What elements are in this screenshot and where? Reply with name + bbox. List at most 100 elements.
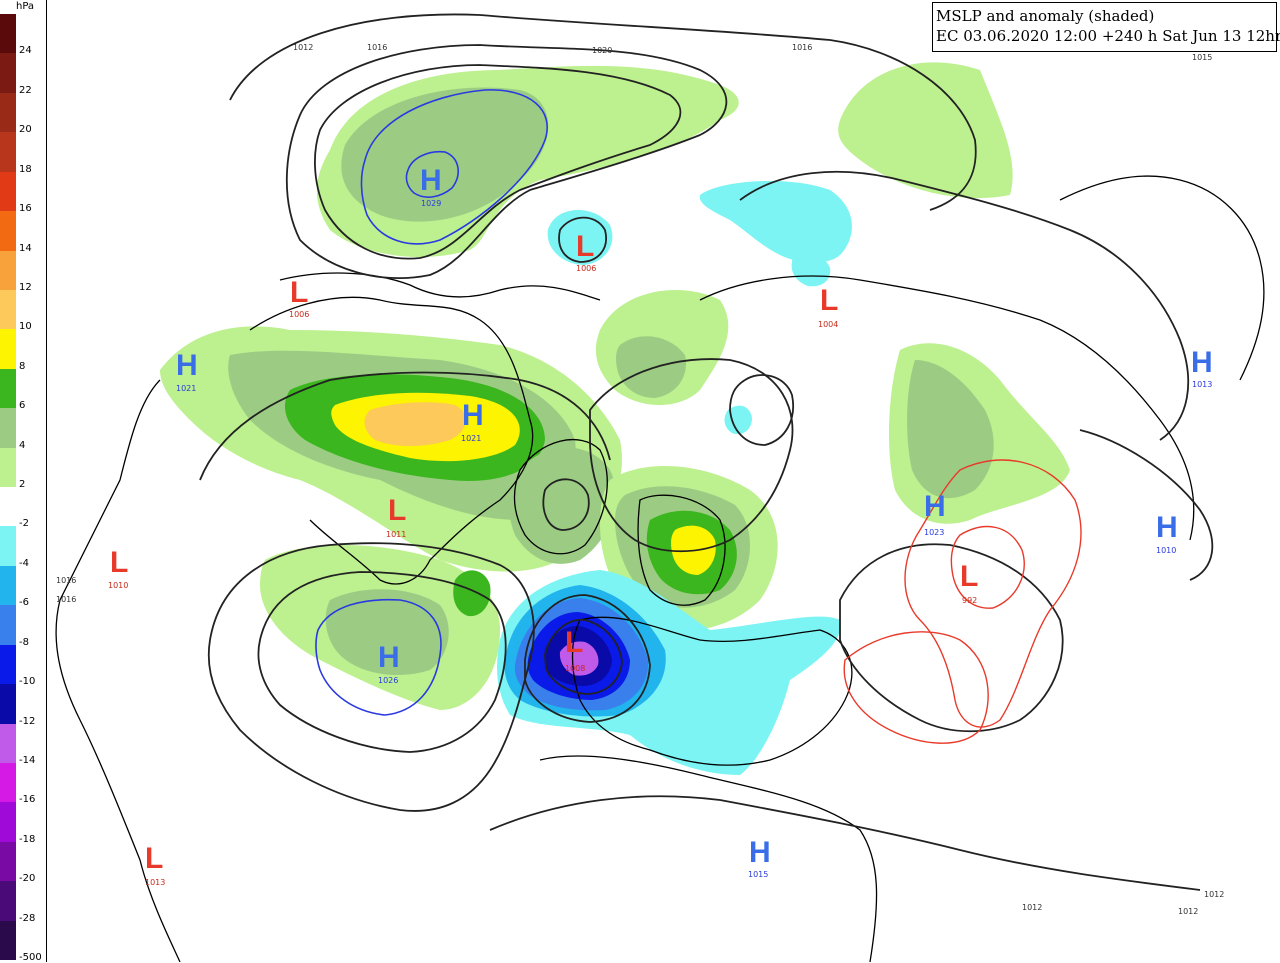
legend-swatch bbox=[0, 171, 16, 212]
pressure-centers: H 1029 L 1006 L 1006 L 1004 H 1021 H 102… bbox=[108, 164, 1213, 887]
legend-swatch bbox=[0, 802, 16, 843]
low-center-mexico: L 1010 bbox=[108, 546, 128, 590]
isobar-1024-atlantic bbox=[315, 598, 442, 716]
isobar-1032-pacific bbox=[405, 150, 459, 198]
isobar-1016-siberia bbox=[739, 170, 1190, 441]
legend-label: -16 bbox=[19, 794, 36, 806]
high-center-north-pacific-west: H 1013 bbox=[1191, 346, 1213, 389]
isobar-europe-low-1 bbox=[524, 594, 651, 723]
coastline-north-america-east bbox=[249, 296, 534, 585]
isobar-labels: 1012 1016 1020 1016 1015 1016 1016 1012 … bbox=[56, 43, 1224, 916]
isobar-label: 1012 bbox=[1204, 890, 1224, 899]
coastlines bbox=[55, 175, 1265, 962]
isobar-asia-low-3 bbox=[950, 525, 1025, 609]
center-letter: L bbox=[110, 546, 128, 579]
legend-swatch bbox=[0, 684, 16, 724]
isobar-label: 1020 bbox=[592, 46, 612, 55]
low-center-siberia: L 1004 bbox=[818, 284, 838, 329]
legend-label: -4 bbox=[19, 557, 29, 569]
legend-label: -2 bbox=[19, 518, 29, 530]
legend-swatch bbox=[0, 368, 16, 409]
isobar-1016-atlantic bbox=[207, 542, 535, 812]
legend-bar bbox=[0, 14, 16, 961]
legend-label: 10 bbox=[19, 321, 32, 333]
high-center-sahara: H 1015 bbox=[748, 836, 771, 879]
legend-label: -500 bbox=[19, 952, 42, 963]
legend-label: 16 bbox=[19, 203, 32, 215]
isobar-label: 1016 bbox=[367, 43, 387, 52]
map-title: MSLP and anomaly (shaded) bbox=[936, 7, 1155, 25]
anomaly-positive-east-siberia bbox=[838, 62, 1013, 199]
legend-swatch bbox=[0, 565, 16, 606]
center-letter: H bbox=[924, 490, 946, 523]
isobar-east-asia bbox=[1079, 429, 1214, 581]
center-value: 1026 bbox=[378, 676, 398, 685]
center-value: 1013 bbox=[145, 878, 165, 887]
center-letter: H bbox=[749, 836, 771, 869]
color-scale-legend: hPa 24 22 20 18 16 14 12 10 8 6 4 2 -2 -4 -6 -8 -10 -12 -1… bbox=[0, 0, 47, 963]
legend-label: 12 bbox=[19, 281, 32, 293]
isobar-1012-outer bbox=[229, 13, 977, 211]
coastline-asia-north bbox=[699, 275, 1195, 541]
anomaly-negative-kara-2 bbox=[791, 253, 831, 287]
isobar-bering-low bbox=[558, 216, 607, 263]
center-value: 1023 bbox=[924, 528, 944, 537]
legend-label: 18 bbox=[19, 163, 32, 175]
anomaly-shading bbox=[160, 62, 1070, 775]
low-center-central-america: L 1013 bbox=[145, 842, 165, 887]
high-center-west-coast: H 1021 bbox=[176, 349, 198, 393]
isobar-label: 1016 bbox=[56, 576, 76, 585]
center-letter: H bbox=[462, 399, 484, 432]
legend-label: 24 bbox=[19, 45, 32, 57]
isobar-label: 1012 bbox=[293, 43, 313, 52]
low-center-great-lakes: L 1011 bbox=[386, 494, 406, 539]
high-center-north-pacific: H 1029 bbox=[420, 164, 442, 208]
high-center-mongolia: H 1023 bbox=[924, 490, 946, 537]
legend-label: -8 bbox=[19, 636, 29, 648]
center-value: 1006 bbox=[576, 264, 596, 273]
center-value: 1011 bbox=[386, 530, 406, 539]
legend-label: 14 bbox=[19, 242, 32, 254]
anomaly-positive-greenland bbox=[508, 447, 616, 564]
anomaly-positive-west-siberia-core bbox=[907, 360, 994, 499]
low-isobars bbox=[843, 459, 1082, 744]
legend-label: 8 bbox=[19, 360, 26, 372]
coastline-alaska bbox=[279, 272, 601, 301]
center-letter: L bbox=[565, 626, 583, 659]
legend-label: 2 bbox=[19, 479, 26, 490]
anomaly-negative-bering bbox=[547, 210, 613, 265]
legend-swatch bbox=[0, 762, 16, 803]
legend-swatch bbox=[0, 920, 16, 961]
low-center-south-asia: L 992 bbox=[960, 560, 978, 605]
isobar-1012-canada bbox=[199, 371, 611, 481]
center-letter: L bbox=[576, 230, 594, 263]
center-value: 992 bbox=[962, 596, 977, 605]
legend-swatch bbox=[0, 92, 16, 133]
center-value: 1006 bbox=[289, 310, 309, 319]
high-center-azores: H 1026 bbox=[378, 641, 400, 685]
legend-swatch bbox=[0, 329, 16, 370]
isobar-asia-low-1 bbox=[904, 459, 1082, 728]
isobar-label: 1016 bbox=[792, 43, 812, 52]
legend-label: -6 bbox=[19, 597, 29, 609]
isobar-europe-low-2 bbox=[544, 619, 623, 695]
legend-swatch bbox=[0, 289, 16, 330]
coastline-asia-east bbox=[1059, 175, 1265, 381]
isobar-greenland-high bbox=[542, 478, 590, 531]
center-letter: L bbox=[388, 494, 406, 527]
center-letter: L bbox=[820, 284, 838, 317]
anomaly-negative-kara bbox=[699, 180, 852, 263]
legend-unit: hPa bbox=[16, 1, 35, 12]
high-center-east-asia: H 1010 bbox=[1156, 511, 1178, 555]
center-value: 1013 bbox=[1192, 380, 1212, 389]
high-center-canada: H 1021 bbox=[461, 399, 484, 443]
map-run-info: EC 03.06.2020 12:00 +240 h Sat Jun 13 12… bbox=[936, 27, 1280, 45]
center-value: 1021 bbox=[176, 384, 196, 393]
anomaly-positive-atlantic-mid bbox=[325, 589, 449, 675]
high-isobars bbox=[315, 89, 548, 716]
legend-swatch bbox=[0, 250, 16, 291]
legend-label: -28 bbox=[19, 912, 36, 924]
legend-swatch bbox=[0, 211, 16, 251]
isobar-1020-atlantic bbox=[257, 571, 507, 753]
